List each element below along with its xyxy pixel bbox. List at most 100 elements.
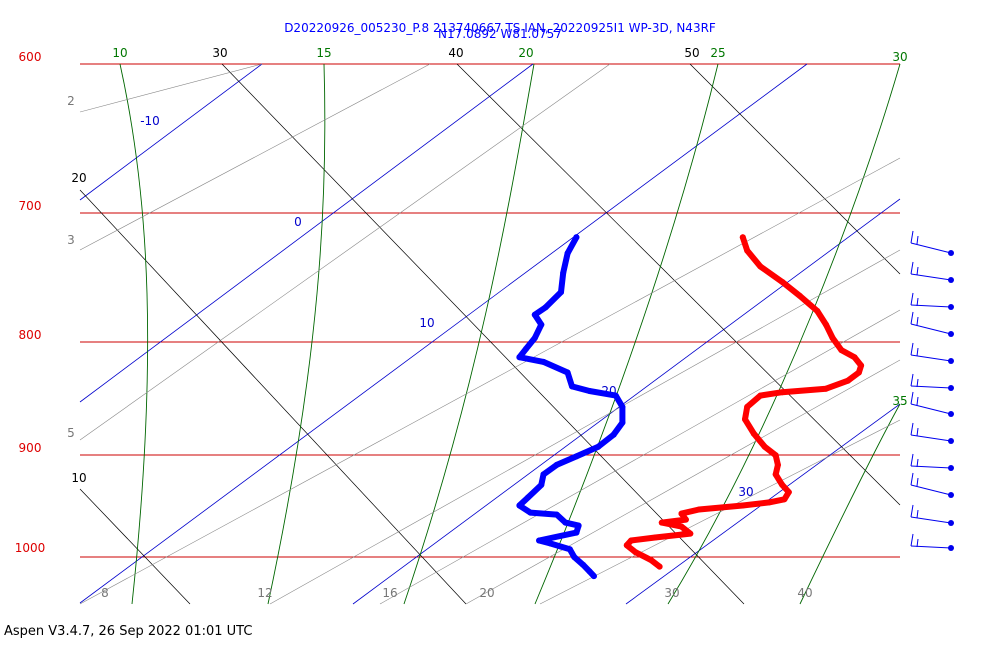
wind-barb-shaft	[910, 242, 952, 254]
wind-barbs	[910, 230, 954, 551]
dry-adiabat-line	[456, 63, 901, 506]
data-point-dewpoint	[542, 304, 549, 311]
wind-barb-flag	[910, 472, 914, 486]
data-point-dewpoint	[580, 561, 586, 568]
data-point-temperature	[739, 234, 746, 241]
wind-barb-flag	[916, 458, 919, 468]
chart-title: D20220926_005230_P.8 213740667 TS IAN, 2…	[284, 21, 716, 35]
data-point-dewpoint	[590, 573, 597, 580]
data-point-temperature	[632, 549, 639, 556]
mixing-ratio-lines	[79, 63, 901, 605]
mixing-ratio-line	[79, 63, 431, 251]
data-point-temperature	[682, 516, 689, 523]
data-point-dewpoint	[564, 250, 571, 257]
data-point-dewpoint	[527, 509, 534, 516]
wind-barb-shaft	[910, 385, 952, 389]
moist-adiabat-line	[267, 63, 326, 605]
data-point-temperature	[742, 416, 748, 423]
data-point-dewpoint	[516, 354, 523, 361]
wind-barb-shaft	[910, 465, 952, 469]
wind-barb-flag	[910, 373, 914, 387]
wind-barb	[910, 261, 954, 283]
wind-barb-flag	[910, 422, 914, 436]
data-point-temperature	[739, 502, 746, 509]
data-point-temperature	[647, 556, 654, 563]
isotherm-label: -10	[140, 114, 160, 128]
mixing-ratio-line	[79, 63, 611, 441]
data-point-temperature	[652, 534, 659, 541]
mixing-ratio-line	[465, 359, 901, 605]
data-point-temperature	[814, 308, 821, 314]
data-point-dewpoint	[610, 431, 617, 438]
data-point-dewpoint	[560, 269, 567, 276]
data-point-temperature	[779, 389, 786, 396]
data-point-dewpoint	[566, 546, 573, 553]
wind-barb-flag	[916, 396, 919, 406]
wind-barb-flag	[916, 297, 919, 307]
data-point-temperature	[774, 461, 781, 468]
wind-barb-flag	[916, 347, 919, 357]
data-point-temperature	[779, 278, 786, 285]
pressure-label-600: 600	[19, 50, 42, 64]
mixing-ratio-label: 3	[67, 233, 75, 247]
data-point-dewpoint	[553, 511, 560, 518]
pressure-label-1000: 1000	[15, 541, 46, 555]
wind-barb-flag	[910, 504, 914, 518]
data-point-dewpoint	[564, 369, 571, 376]
wind-barb-flag	[910, 391, 914, 405]
mixing-ratio-label: 2	[67, 94, 75, 108]
dry-adiabat-line	[79, 488, 191, 605]
dry-adiabat-label: 50	[684, 46, 699, 60]
wind-barb-shaft	[910, 403, 952, 415]
data-point-temperature	[761, 443, 768, 450]
data-point-dewpoint	[619, 403, 626, 410]
moist-adiabat-label: 35	[892, 394, 907, 408]
data-point-dewpoint	[540, 358, 547, 365]
data-point-dewpoint	[612, 392, 619, 399]
mixing-ratio-line	[79, 157, 901, 605]
temperature-tick-label: 30	[664, 586, 679, 600]
moist-adiabat-label: 20	[518, 46, 533, 60]
data-point-dewpoint	[531, 311, 538, 318]
wind-barb-flag	[910, 453, 914, 467]
wind-barb	[910, 311, 954, 337]
data-point-temperature	[678, 510, 685, 517]
pressure-label-900: 900	[19, 441, 42, 455]
data-point-temperature	[623, 542, 630, 549]
wind-barb-flag	[910, 342, 914, 356]
wind-barb-shaft	[910, 304, 952, 308]
wind-barb-flag	[910, 311, 914, 325]
moist-adiabat-label: 10	[112, 46, 127, 60]
isotherm-label: 10	[419, 316, 434, 330]
data-point-dewpoint	[523, 345, 529, 352]
data-point-dewpoint	[619, 419, 626, 426]
wind-barb	[910, 342, 954, 364]
wind-barb-shaft	[910, 323, 952, 335]
data-point-temperature	[779, 481, 786, 488]
data-point-temperature	[785, 489, 792, 496]
isotherm-lines	[79, 63, 901, 605]
data-point-dewpoint	[536, 537, 543, 544]
temperature-tick-label: 20	[479, 586, 494, 600]
data-point-dewpoint	[586, 388, 593, 394]
data-point-dewpoint	[571, 554, 578, 560]
data-point-temperature	[851, 354, 858, 361]
data-point-dewpoint	[547, 540, 554, 547]
temperature-tick-label: 40	[797, 586, 812, 600]
data-point-dewpoint	[540, 471, 547, 478]
wind-barb-flag	[916, 266, 919, 276]
data-point-temperature	[658, 519, 665, 526]
moist-adiabat-line	[667, 63, 901, 605]
data-point-dewpoint	[516, 502, 523, 509]
data-point-dewpoint	[573, 529, 580, 536]
data-point-dewpoint	[562, 519, 569, 526]
wind-barb-flag	[910, 261, 914, 275]
moist-adiabat-lines	[119, 63, 901, 605]
wind-barb-shaft	[910, 516, 952, 524]
wind-barb	[910, 533, 954, 551]
temperature-tick-label: 12	[257, 586, 272, 600]
wind-barb	[910, 373, 954, 391]
data-point-temperature	[823, 321, 829, 328]
wind-barb	[910, 230, 954, 256]
